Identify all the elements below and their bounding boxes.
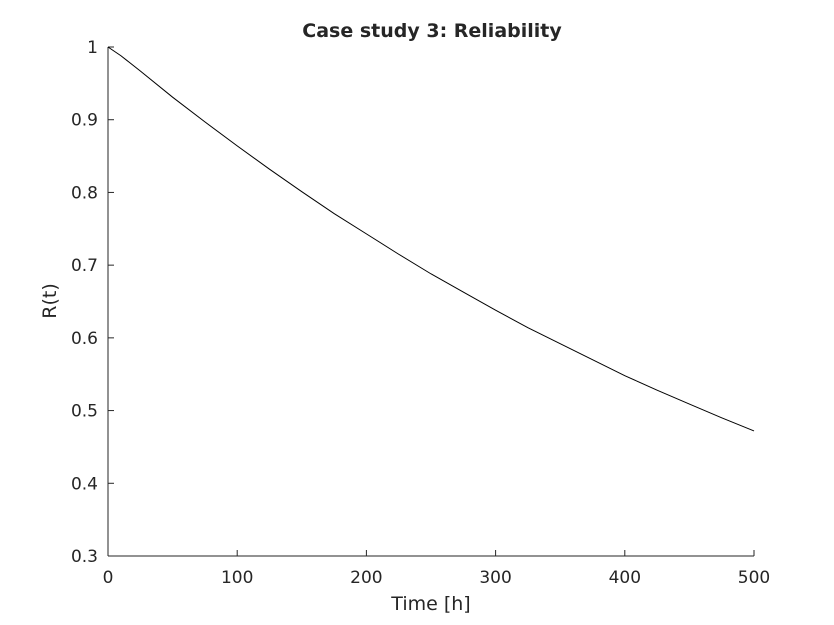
y-tick-label: 0.8 xyxy=(71,183,98,203)
x-tick-label: 500 xyxy=(738,568,770,588)
x-tick-label: 0 xyxy=(103,568,114,588)
plot-area: 0 100 200 300 400 500 0.3 0.4 0.5 0.6 0.7 0.8 0.9 1 xyxy=(71,38,770,588)
series-line-0 xyxy=(107,46,755,432)
y-tick-label: 0.3 xyxy=(71,547,98,567)
y-tick-label: 0.6 xyxy=(71,329,98,349)
y-tick-label: 1 xyxy=(87,38,98,58)
y-tick-label: 0.9 xyxy=(71,111,98,131)
y-tick-label: 0.7 xyxy=(71,256,98,276)
y-tick-label: 0.4 xyxy=(71,474,98,494)
x-tick-label: 400 xyxy=(609,568,641,588)
x-tick-label: 100 xyxy=(221,568,253,588)
x-axis-label: Time [h] xyxy=(390,593,470,615)
x-tick-label: 300 xyxy=(479,568,511,588)
y-axis-label: R(t) xyxy=(39,283,61,318)
y-tick-label: 0.5 xyxy=(71,402,98,422)
chart-title: Case study 3: Reliability xyxy=(302,20,562,42)
x-tick-label: 200 xyxy=(350,568,382,588)
